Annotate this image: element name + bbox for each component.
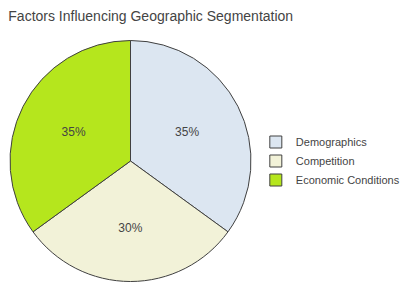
svg-text:Competition: Competition [296,155,355,167]
svg-text:Economic Conditions: Economic Conditions [296,174,400,186]
svg-text:35%: 35% [175,125,199,139]
svg-text:30%: 30% [118,221,142,235]
svg-text:Demographics: Demographics [296,136,367,148]
svg-text:Factors Influencing Geographic: Factors Influencing Geographic Segmentat… [8,8,293,24]
svg-text:35%: 35% [62,125,86,139]
